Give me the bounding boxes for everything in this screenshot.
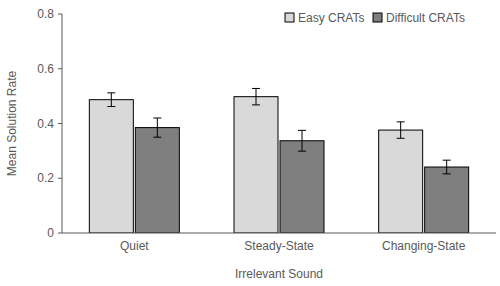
error-cap: [298, 151, 306, 152]
x-tick-label: Changing-State: [382, 239, 466, 253]
y-tick: [58, 233, 62, 234]
y-tick-label: 0.8: [37, 7, 54, 21]
bars: [89, 88, 468, 233]
bar: [425, 167, 469, 233]
y-tick: [58, 14, 62, 15]
y-axis: [62, 14, 63, 233]
legend: Easy CRATs Difficult CRATs: [285, 11, 465, 25]
y-tick-label: 0.6: [37, 62, 54, 76]
bar: [280, 141, 324, 233]
error-cap: [298, 130, 306, 131]
error-stem: [111, 93, 112, 107]
error-stem: [446, 160, 447, 174]
legend-label: Difficult CRATs: [386, 11, 465, 25]
error-bar: [252, 88, 260, 104]
error-cap: [153, 137, 161, 138]
y-axis-title: Mean Solution Rate: [5, 70, 19, 176]
legend-swatch: [285, 13, 294, 22]
error-stem: [302, 130, 303, 151]
error-stem: [256, 88, 257, 104]
error-cap: [443, 160, 451, 161]
error-bar: [153, 118, 161, 137]
y-tick-label: 0: [47, 226, 54, 240]
y-tick: [58, 178, 62, 179]
error-cap: [252, 104, 260, 105]
error-bar: [397, 122, 405, 138]
error-cap: [107, 92, 115, 93]
error-cap: [107, 106, 115, 107]
y-tick-label: 0.4: [37, 117, 54, 131]
y-tick: [58, 68, 62, 69]
x-tick-label: Steady-State: [244, 239, 314, 253]
bar: [234, 97, 278, 233]
x-axis: [62, 233, 496, 234]
error-cap: [252, 88, 260, 89]
error-cap: [443, 173, 451, 174]
x-axis-title: Irrelevant Sound: [235, 267, 323, 281]
error-bar: [107, 93, 115, 107]
error-cap: [397, 121, 405, 122]
legend-label: Easy CRATs: [298, 11, 364, 25]
x-tick-label: Quiet: [120, 239, 149, 253]
error-cap: [397, 138, 405, 139]
error-cap: [153, 118, 161, 119]
chart: 0 0.2 0.4 0.6 0.8 Quiet Steady-State Changing-S…: [0, 0, 500, 286]
bar: [379, 130, 423, 233]
bar: [89, 100, 133, 233]
y-tick-label: 0.2: [37, 171, 54, 185]
error-bar: [443, 160, 451, 174]
error-bar: [298, 130, 306, 151]
y-tick: [58, 123, 62, 124]
bar: [135, 128, 179, 233]
error-stem: [400, 122, 401, 138]
error-stem: [157, 118, 158, 137]
legend-swatch: [373, 13, 382, 22]
